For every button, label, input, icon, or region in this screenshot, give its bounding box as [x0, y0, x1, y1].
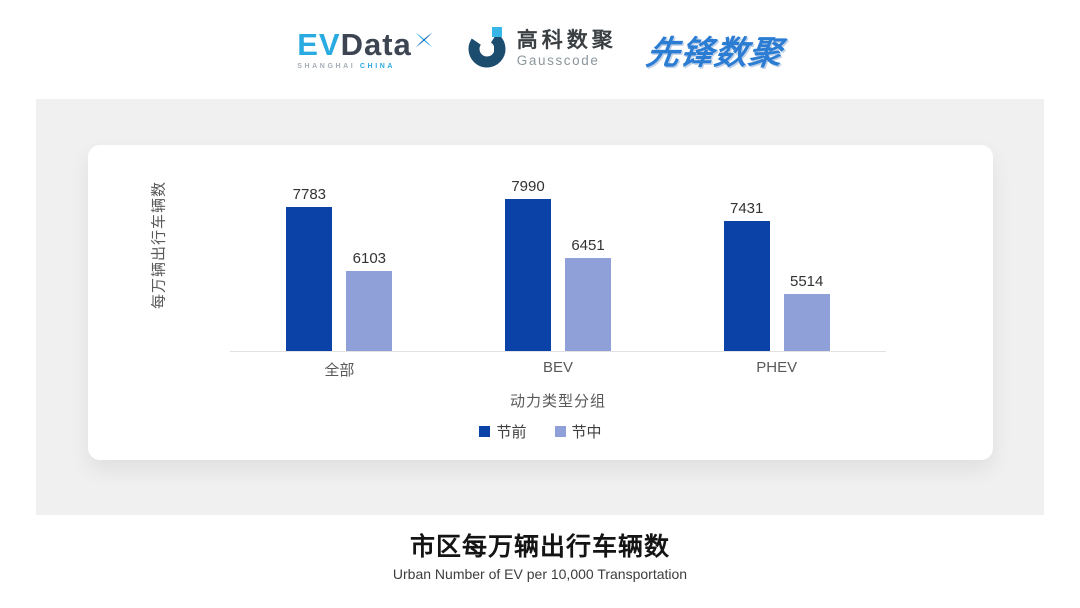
bar — [565, 257, 611, 351]
evdata-wordmark: EV Data — [297, 29, 435, 60]
gausscode-texts: 高科数聚 Gausscode — [517, 30, 617, 68]
gausscode-en-name: Gausscode — [516, 53, 600, 69]
value-label: 7990 — [511, 178, 545, 196]
bar — [783, 293, 830, 351]
y-axis-label: 每万辆出行车辆数 — [150, 180, 168, 310]
plot-area: 7783 6103 7990 6451 7431 5514 — [230, 162, 886, 352]
bar-wrap: 7783 — [286, 162, 333, 351]
page-subtitle: Urban Number of EV per 10,000 Transporta… — [392, 566, 688, 582]
category-label: 全部 — [324, 362, 355, 379]
bar — [505, 199, 551, 351]
legend-item: 节前 — [479, 421, 527, 442]
evdata-tagline-left: SHANGHAI — [297, 63, 356, 70]
gausscode-logo: 高科数聚 Gausscode — [465, 25, 617, 74]
bar — [286, 207, 333, 351]
evdata-tagline: SHANGHAI CHINA — [297, 63, 435, 70]
bar-wrap: 7431 — [723, 162, 770, 351]
bar-group: 7431 5514 — [667, 162, 886, 351]
bar-wrap: 7990 — [505, 162, 551, 351]
value-label: 7431 — [729, 199, 764, 217]
gausscode-cn-name: 高科数聚 — [516, 29, 617, 53]
category-label: PHEV — [756, 359, 798, 376]
bar — [346, 271, 393, 351]
evdata-x-icon — [413, 25, 435, 56]
bar-wrap: 5514 — [783, 162, 830, 351]
bar-wrap: 6103 — [346, 162, 393, 351]
value-label: 6103 — [352, 250, 387, 268]
chart-legend: 节前 节中 — [88, 421, 993, 442]
legend-label: 节中 — [571, 424, 602, 441]
legend-swatch — [554, 426, 566, 437]
brand-header: EV Data SHANGHAI CHINA 高科数聚 Gausscode — [0, 0, 1080, 99]
evdata-tagline-right: CHINA — [359, 63, 396, 70]
value-label: 5514 — [789, 272, 824, 290]
category-labels: 全部 BEV PHEV — [230, 359, 886, 380]
bar-group: 7783 6103 — [230, 162, 449, 351]
bar — [723, 220, 770, 351]
bar-wrap: 6451 — [565, 162, 611, 351]
page-title: 市区每万辆出行车辆数 — [409, 533, 670, 561]
value-label: 7783 — [292, 186, 327, 204]
x-axis-title: 动力类型分组 — [509, 393, 606, 410]
xianfeng-logo: 先锋数聚 — [644, 26, 785, 74]
category-label: BEV — [543, 359, 574, 376]
bar-group: 7990 6451 — [449, 162, 668, 351]
legend-swatch — [479, 426, 491, 437]
evdata-ev-text: EV — [297, 27, 341, 62]
value-label: 6451 — [571, 236, 605, 254]
evdata-logo: EV Data SHANGHAI CHINA — [297, 29, 435, 70]
xianfeng-wordmark: 先锋数聚 — [643, 33, 786, 71]
legend-label: 节前 — [496, 424, 527, 441]
gausscode-logo-icon — [465, 25, 509, 74]
report-panel: 每万辆出行车辆数 7783 6103 7990 6451 7431 5514 全部 BEV P… — [36, 99, 1044, 515]
legend-item: 节中 — [554, 421, 602, 442]
chart-card: 每万辆出行车辆数 7783 6103 7990 6451 7431 5514 全部 BEV P… — [88, 145, 993, 460]
evdata-data-text: Data — [340, 27, 412, 62]
